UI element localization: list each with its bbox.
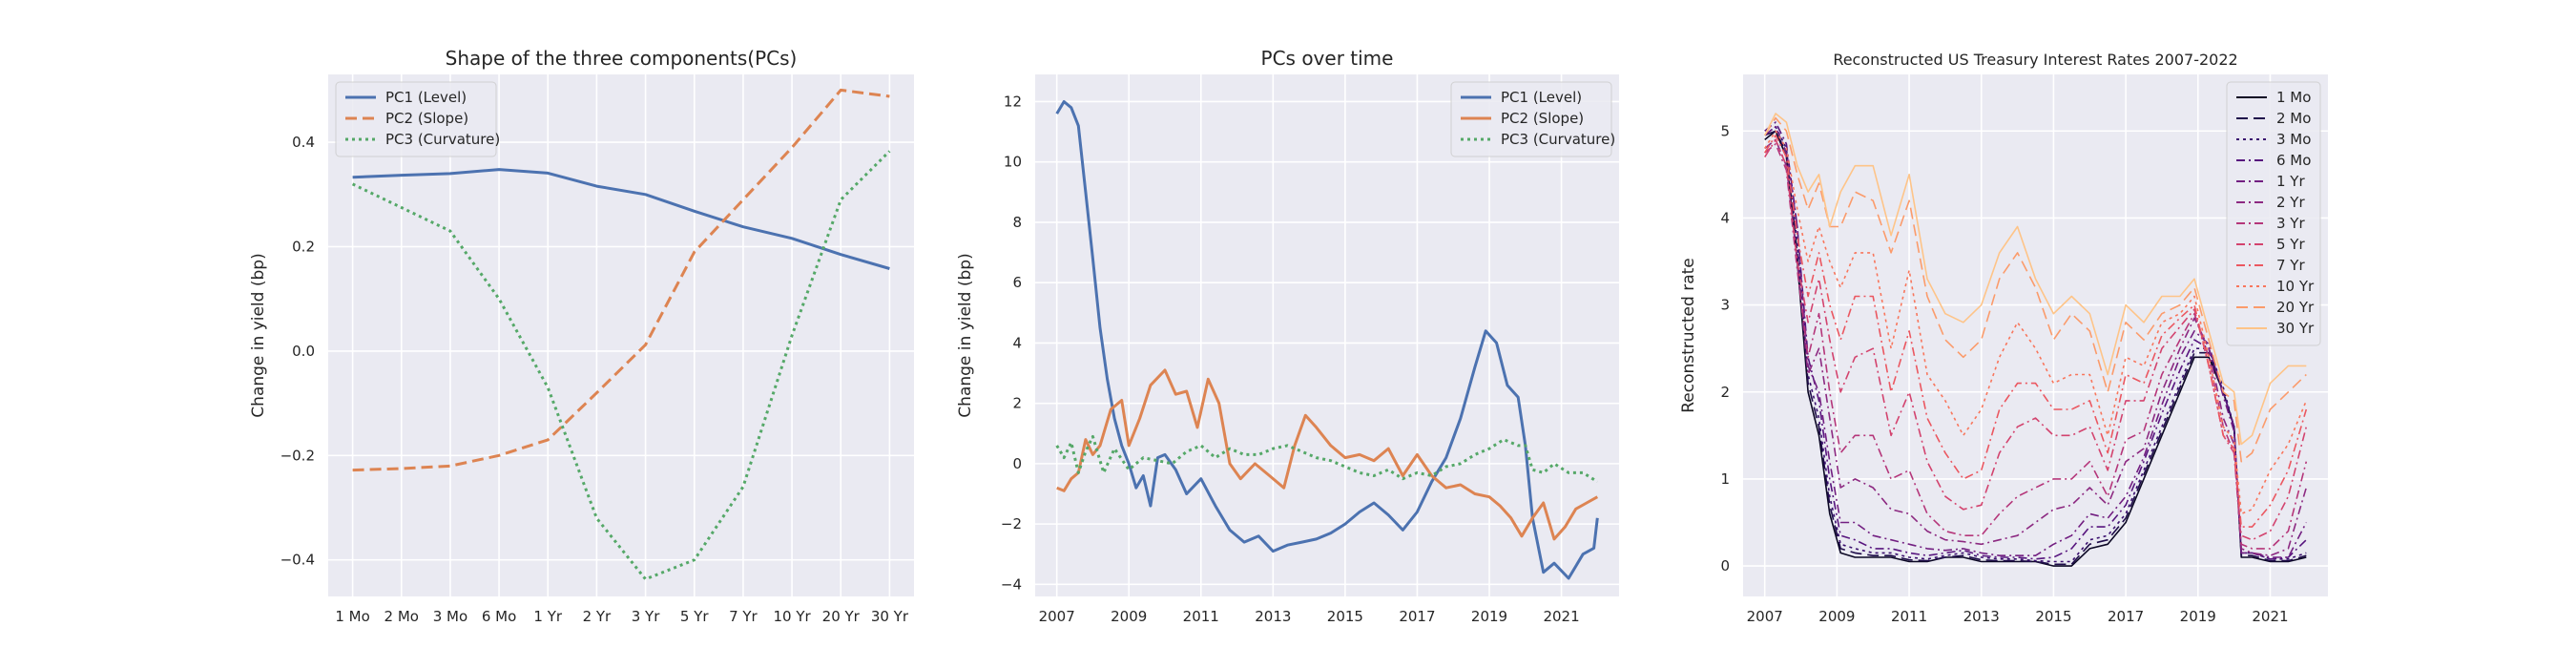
legend-label: 2 Mo xyxy=(2276,110,2311,127)
x-tick-label: 3 Mo xyxy=(433,608,467,625)
x-tick-label: 2019 xyxy=(2180,608,2216,625)
y-tick-label: 3 xyxy=(1720,297,1730,314)
series-line-2-mo xyxy=(1764,130,2307,566)
y-tick-label: 12 xyxy=(1004,93,1022,110)
legend-label: 6 Mo xyxy=(2276,152,2311,169)
series-line-pc1-level- xyxy=(1055,100,1599,580)
legend-label: 3 Yr xyxy=(2276,215,2305,232)
y-tick-label: −0.4 xyxy=(280,552,315,569)
y-tick-label: 0.4 xyxy=(292,134,315,151)
series-line-5-yr xyxy=(1764,138,2308,541)
x-tick-label: 2009 xyxy=(1818,608,1855,625)
plot-area xyxy=(328,74,914,596)
legend: PC1 (Level) PC2 (Slope) PC3 (Curvature) xyxy=(1450,81,1615,157)
x-tick-label: 3 Yr xyxy=(632,608,660,625)
legend-label: 5 Yr xyxy=(2276,236,2305,253)
x-tick-label: 2 Yr xyxy=(583,608,612,625)
legend-label: PC3 (Curvature) xyxy=(1501,131,1615,148)
chart-panel-1: −0.4 −0.2 0.0 0.2 0.4 1 Mo 2 Mo 3 Mo 6 Mo 1 Yr 2 Y… xyxy=(249,47,914,625)
y-tick-label: 0.0 xyxy=(292,343,315,360)
legend-label: 1 Mo xyxy=(2276,89,2311,106)
legend-label: 7 Yr xyxy=(2276,257,2305,274)
y-tick-label: 6 xyxy=(1012,274,1022,291)
legend-label: 3 Mo xyxy=(2276,131,2311,148)
y-tick-label: 4 xyxy=(1012,334,1022,351)
legend: 1 Mo 2 Mo 3 Mo 6 Mo 1 Yr 2 Yr 3 Yr 5 Yr 7 Yr 10 Y… xyxy=(2226,81,2321,346)
series-line-pc1-level- xyxy=(352,168,890,270)
y-tick-label: 10 xyxy=(1004,154,1022,171)
y-axis-label: Change in yield (bp) xyxy=(249,253,268,417)
x-tick-label: 2019 xyxy=(1471,608,1507,625)
series-line-6-mo xyxy=(1764,121,2307,560)
x-tick-label: 20 Yr xyxy=(822,608,861,625)
chart-title: Shape of the three components(PCs) xyxy=(446,47,798,70)
series-line-pc3-curvature- xyxy=(1055,434,1599,484)
legend-label: PC2 (Slope) xyxy=(1501,110,1584,127)
legend-box xyxy=(335,81,497,157)
legend-label: PC1 (Level) xyxy=(385,89,467,106)
x-tick-label: 2 Mo xyxy=(384,608,419,625)
x-tick-label: 30 Yr xyxy=(871,608,909,625)
legend-box xyxy=(2226,81,2321,346)
x-tick-label: 2011 xyxy=(1183,608,1219,625)
legend-label: 2 Yr xyxy=(2276,194,2305,211)
y-tick-label: −0.2 xyxy=(280,447,315,464)
y-tick-label: 0 xyxy=(1720,557,1730,574)
x-tick-label: 2009 xyxy=(1111,608,1147,625)
y-tick-label: −2 xyxy=(1001,515,1022,532)
series-line-20-yr xyxy=(1764,116,2307,463)
series-line-7-yr xyxy=(1764,135,2308,528)
series-line-3-yr xyxy=(1764,143,2308,550)
legend-box xyxy=(1450,81,1612,157)
y-tick-label: 4 xyxy=(1720,209,1730,226)
series-line-10-yr xyxy=(1764,130,2308,515)
x-tick-label: 2013 xyxy=(1963,608,2000,625)
x-tick-label: 10 Yr xyxy=(773,608,811,625)
x-tick-label: 2011 xyxy=(1891,608,1927,625)
y-tick-label: 0 xyxy=(1012,455,1022,472)
x-tick-label: 1 Mo xyxy=(335,608,369,625)
x-tick-label: 2007 xyxy=(1747,608,1783,625)
y-axis-label: Reconstructed rate xyxy=(1679,258,1698,413)
y-tick-label: −4 xyxy=(1001,575,1022,593)
series-line-30-yr xyxy=(1763,113,2307,446)
y-axis-label: Change in yield (bp) xyxy=(956,253,975,417)
x-tick-label: 7 Yr xyxy=(729,608,758,625)
legend-label: PC1 (Level) xyxy=(1501,89,1582,106)
series-line-pc2-slope- xyxy=(1056,368,1599,541)
y-tick-label: 2 xyxy=(1012,395,1022,412)
x-tick-label: 1 Yr xyxy=(533,608,562,625)
legend-label: 10 Yr xyxy=(2276,278,2315,295)
legend-label: 1 Yr xyxy=(2276,173,2305,190)
x-tick-label: 2021 xyxy=(2252,608,2288,625)
y-tick-label: 2 xyxy=(1720,384,1730,401)
x-tick-label: 2017 xyxy=(1399,608,1435,625)
x-tick-label: 2015 xyxy=(2035,608,2071,625)
x-tick-label: 2013 xyxy=(1255,608,1291,625)
chart-panel-2: −4 −2 0 2 4 6 8 10 12 2007 2009 2011 2013 2015 2017 201… xyxy=(956,47,1619,625)
legend: PC1 (Level) PC2 (Slope) PC3 (Curvature) xyxy=(335,81,500,157)
x-tick-label: 2007 xyxy=(1039,608,1075,625)
legend-label: 20 Yr xyxy=(2276,299,2315,316)
y-tick-label: 5 xyxy=(1720,122,1730,139)
x-tick-label: 6 Mo xyxy=(482,608,516,625)
x-tick-label: 2021 xyxy=(1543,608,1579,625)
y-tick-label: 0.2 xyxy=(292,239,315,256)
y-tick-label: 8 xyxy=(1012,214,1022,231)
x-tick-label: 5 Yr xyxy=(680,608,709,625)
chart-title: Reconstructed US Treasury Interest Rates… xyxy=(1833,51,2237,69)
chart-panel-3: 0 1 2 3 4 5 2007 2009 2011 2013 2015 2017 2019 2021 Re… xyxy=(1679,51,2328,625)
y-tick-label: 1 xyxy=(1720,470,1730,488)
chart-title: PCs over time xyxy=(1261,47,1394,70)
series-line-pc2-slope- xyxy=(352,88,890,472)
x-tick-label: 2017 xyxy=(2108,608,2144,625)
x-tick-label: 2015 xyxy=(1327,608,1363,625)
legend-label: PC2 (Slope) xyxy=(385,110,468,127)
series-line-2-yr xyxy=(1764,138,2308,556)
legend-label: PC3 (Curvature) xyxy=(385,131,500,148)
legend-label: 30 Yr xyxy=(2276,320,2315,337)
